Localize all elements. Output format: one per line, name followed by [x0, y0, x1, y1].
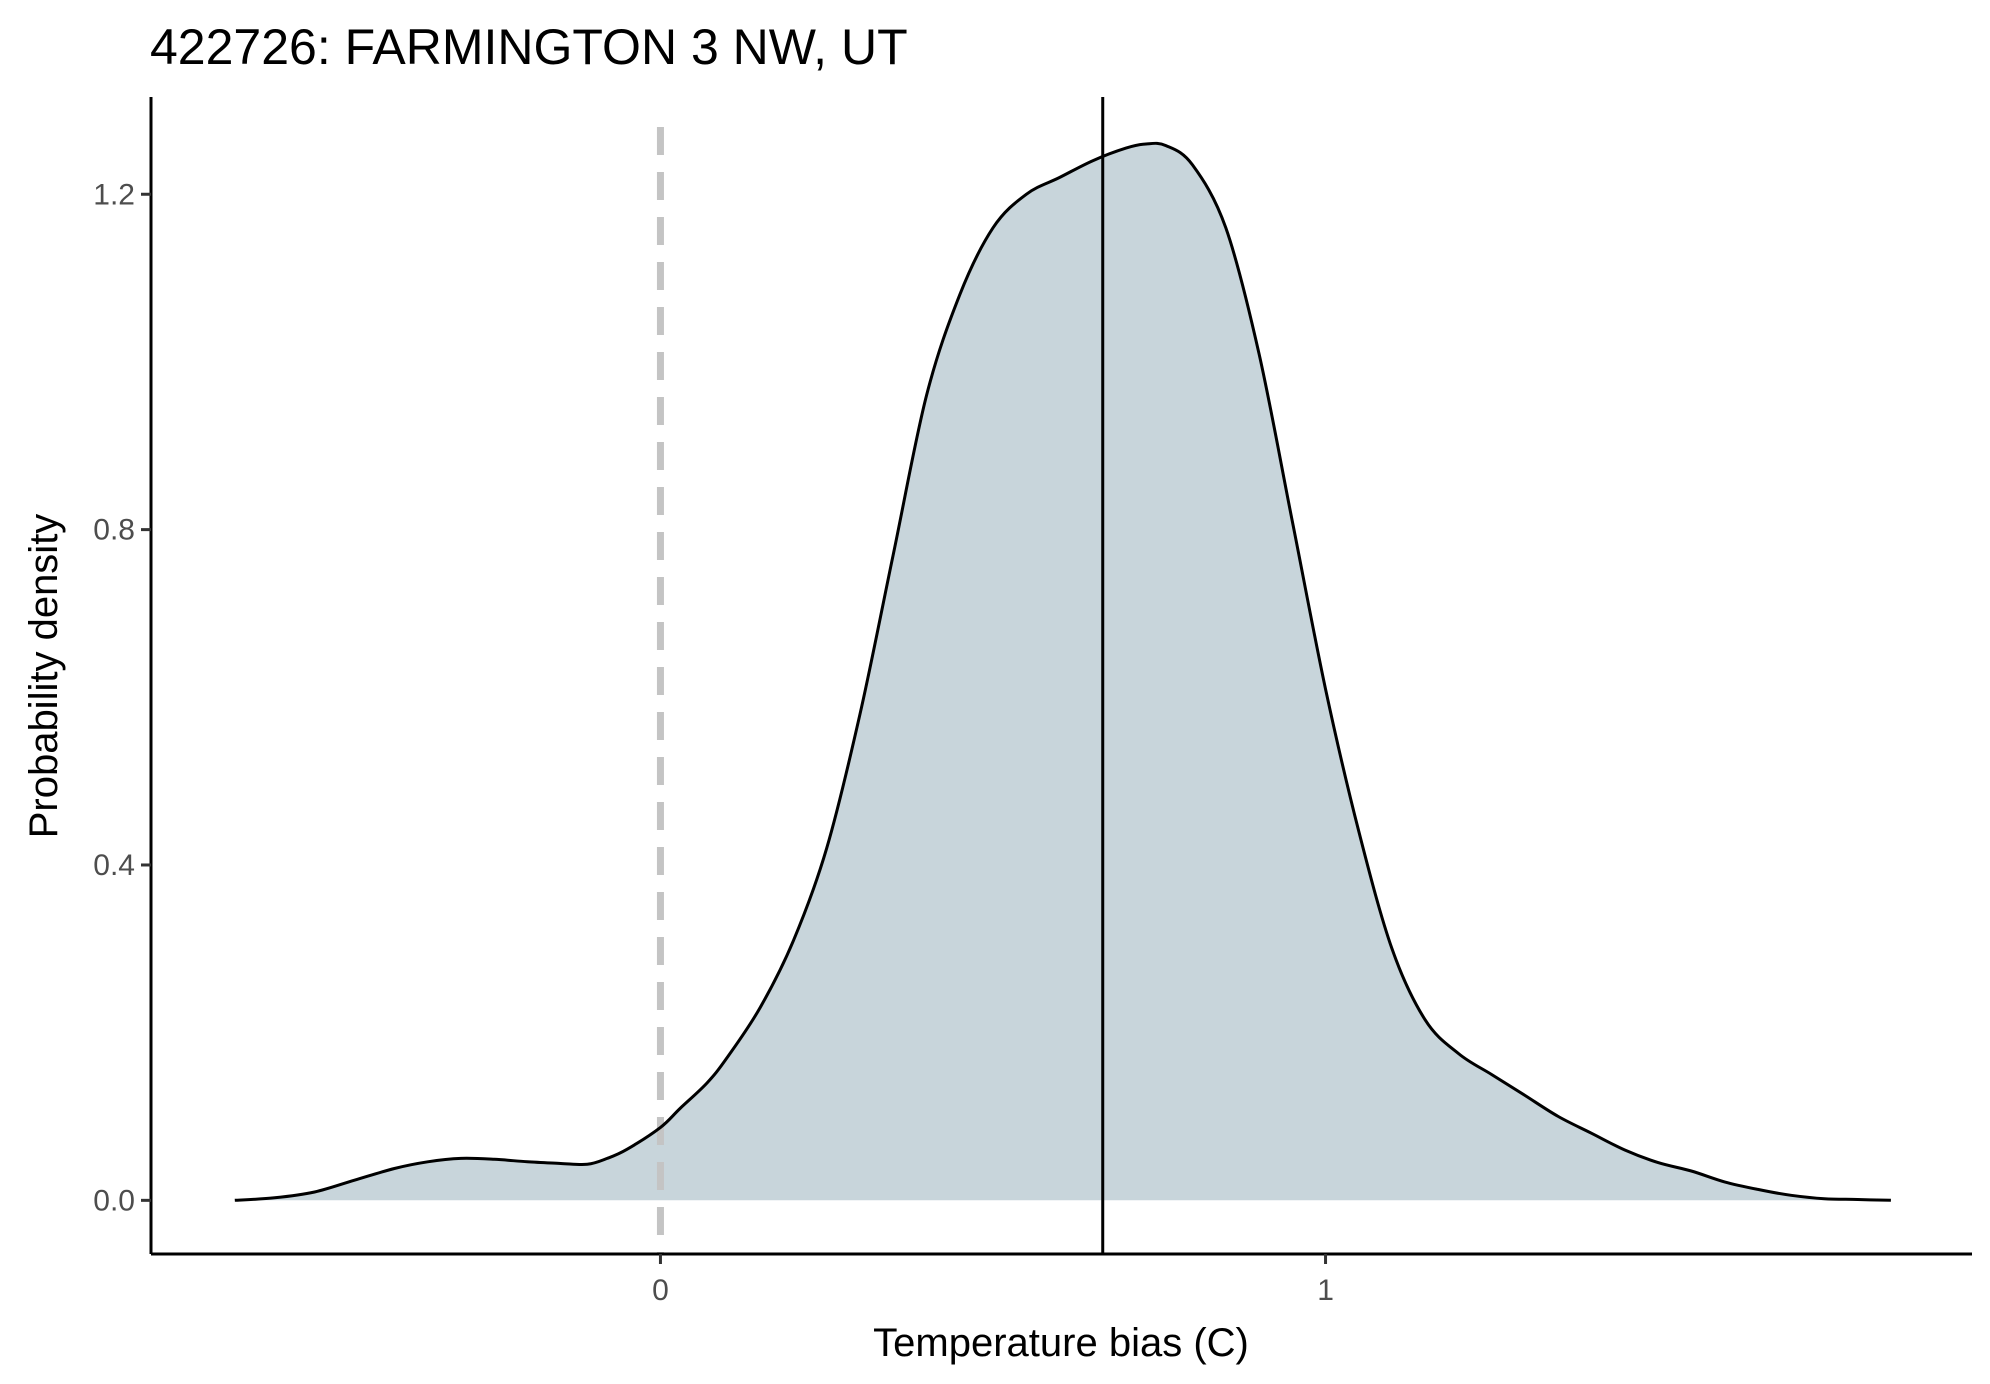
y-tick-label: 0.0 — [93, 1184, 135, 1217]
y-tick-label: 1.2 — [93, 178, 135, 211]
x-axis-title: Temperature bias (C) — [873, 1321, 1249, 1365]
y-tick-label: 0.4 — [93, 849, 135, 882]
density-area — [234, 143, 1891, 1201]
density-line — [234, 141, 1891, 1202]
y-tick-label: 0.8 — [93, 514, 135, 547]
y-axis-title: Probability density — [22, 514, 66, 839]
x-tick-label: 1 — [1317, 1274, 1334, 1307]
x-tick-label: 0 — [652, 1274, 669, 1307]
chart-title: 422726: FARMINGTON 3 NW, UT — [150, 19, 908, 75]
